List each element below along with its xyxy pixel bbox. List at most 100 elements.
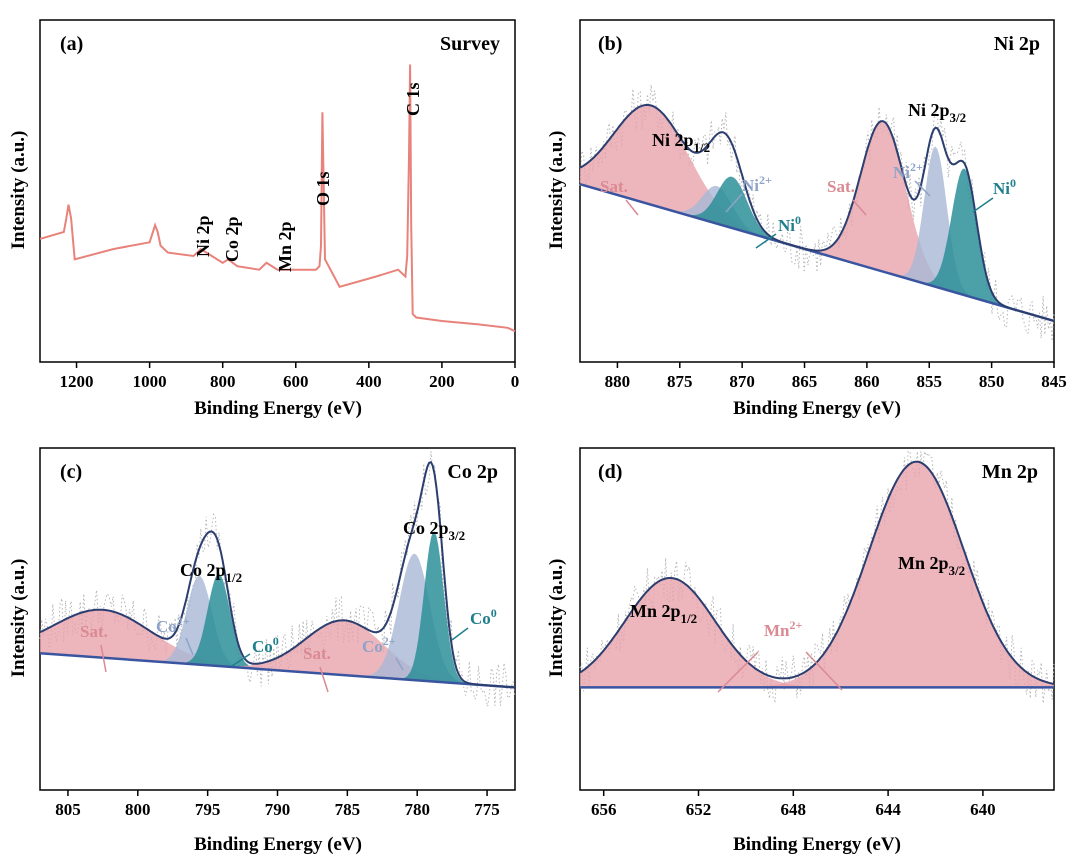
y-axis-label: Intensity (a.u.): [8, 131, 29, 250]
x-axis-label: Binding Energy (eV): [194, 398, 362, 419]
leader-line: [185, 637, 194, 656]
x-ticks: 656 652 648 644 640: [591, 790, 996, 819]
mn-2p-panel: 656 652 648 644 640 (d) Mn 2p Binding Energy…: [546, 447, 1055, 855]
peak-label-2p12: Mn 2p1/2: [630, 601, 697, 626]
x-tick-label: 785: [335, 800, 361, 819]
leader-line: [625, 199, 639, 216]
x-tick-label: 775: [474, 800, 500, 819]
leader-line: [395, 657, 404, 671]
panel-label: (d): [598, 461, 622, 483]
background-line: [579, 182, 1055, 323]
peak-label-2p32: Co 2p3/2: [403, 518, 465, 543]
leader-line: [451, 627, 469, 641]
survey-spectrum-line: [39, 64, 516, 333]
x-ticks: 880 875 870 865 860 855 850 845: [605, 362, 1067, 391]
element-annotations: Ni 2p Co 2p Mn 2p O 1s C 1s: [193, 82, 423, 272]
annotation-mn-2p: Mn 2p: [275, 221, 295, 272]
x-tick-label: 870: [729, 372, 755, 391]
x-tick-label: 795: [195, 800, 221, 819]
x-tick-label: 850: [979, 372, 1005, 391]
component-labels: Sat. Ni2+ Ni0 Sat. Ni2+ Ni0: [600, 160, 1016, 249]
leader-line: [805, 651, 843, 691]
plot-frame: [579, 19, 1055, 363]
ni-2p-panel: 880 875 870 865 860 855 850 845 (b) Ni 2p Bindi…: [546, 19, 1067, 419]
component-label-ni0-1: Ni0: [778, 213, 801, 235]
leader-line: [755, 233, 777, 249]
y-axis-label: Intensity (a.u.): [546, 131, 567, 250]
x-tick-label: 200: [429, 372, 455, 391]
component-label-co0-1: Co0: [252, 634, 279, 656]
x-axis-label: Binding Energy (eV): [733, 398, 901, 419]
panel-label: (b): [598, 33, 622, 55]
peak-label-2p12: Co 2p1/2: [180, 560, 242, 585]
x-tick-label: 400: [356, 372, 382, 391]
x-tick-label: 1000: [133, 372, 167, 391]
x-tick-label: 790: [265, 800, 291, 819]
component-peak-ni0: [580, 168, 1054, 321]
annotation-ni-2p: Ni 2p: [193, 215, 213, 257]
leader-line: [231, 653, 251, 667]
background-line: [39, 651, 516, 689]
component-peak-sat: [580, 104, 1054, 322]
x-tick-label: 640: [970, 800, 996, 819]
x-ticks: 1200 1000 800 600 400 200 0: [60, 362, 520, 391]
component-label-sat-1: Sat.: [80, 622, 108, 641]
component-label-ni2-2: Ni2+: [893, 160, 923, 182]
peak-label-2p12: Ni 2p1/2: [652, 130, 710, 155]
peak-label-2p32: Mn 2p3/2: [898, 553, 965, 578]
panel-title: Co 2p: [447, 461, 498, 483]
component-label-co0-2: Co0: [470, 606, 497, 628]
fit-envelope-line: [579, 460, 1055, 685]
component-peak-ni2plus: [580, 146, 1054, 321]
component-peak-co2plus: [40, 553, 515, 688]
component-label-ni0-2: Ni0: [993, 176, 1016, 198]
component-label-co2-1: Co2+: [156, 614, 190, 636]
x-tick-label: 865: [792, 372, 818, 391]
component-label-sat-2: Sat.: [303, 644, 331, 663]
fit-components: [579, 84, 1055, 342]
x-ticks: 805 800 795 790 785 780 775: [55, 790, 500, 819]
leader-line: [319, 666, 329, 693]
panel-title: Ni 2p: [994, 33, 1040, 55]
x-tick-label: 855: [917, 372, 943, 391]
x-tick-label: 780: [404, 800, 430, 819]
component-peak-sat: [40, 609, 515, 688]
component-label-sat-1: Sat.: [600, 177, 628, 196]
x-tick-label: 0: [511, 372, 520, 391]
x-tick-label: 600: [283, 372, 309, 391]
component-peak-mn2plus: [580, 461, 1054, 688]
x-tick-label: 656: [591, 800, 617, 819]
component-label-mn2: Mn2+: [764, 618, 803, 640]
x-tick-label: 1200: [60, 372, 94, 391]
x-tick-label: 875: [667, 372, 693, 391]
annotation-o-1s: O 1s: [313, 171, 333, 206]
fit-envelope-line: [39, 460, 516, 689]
x-tick-label: 648: [781, 800, 807, 819]
y-axis-label: Intensity (a.u.): [546, 559, 567, 678]
x-tick-label: 652: [686, 800, 712, 819]
panel-title: Mn 2p: [982, 461, 1038, 483]
x-tick-label: 805: [55, 800, 81, 819]
component-labels: Sat. Co2+ Co0 Sat. Co2+ Co0: [80, 606, 497, 693]
component-label-co2-2: Co2+: [362, 634, 396, 656]
leader-line: [972, 197, 994, 213]
leader-line: [100, 644, 107, 673]
leader-line: [852, 199, 867, 216]
survey-panel: 1200 1000 800 600 400 200 0 (a) Survey Binding…: [8, 19, 520, 419]
panel-label: (c): [60, 461, 82, 483]
x-axis-label: Binding Energy (eV): [194, 834, 362, 855]
raw-data-trace: [579, 450, 1055, 704]
x-tick-label: 845: [1041, 372, 1067, 391]
panel-label: (a): [60, 33, 83, 55]
leader-line: [717, 651, 759, 693]
fit-components: [579, 450, 1055, 704]
co-2p-panel: 805 800 795 790 785 780 775 (c) Co 2p Binding …: [8, 447, 516, 855]
component-peak-mn2plus: [580, 578, 1054, 688]
peak-label-2p32: Ni 2p3/2: [908, 100, 966, 125]
survey-curve-group: [39, 64, 516, 333]
component-label-ni2-1: Ni2+: [742, 173, 772, 195]
leader-line: [914, 180, 931, 197]
panel-title: Survey: [440, 33, 500, 55]
y-axis-label: Intensity (a.u.): [8, 559, 29, 678]
